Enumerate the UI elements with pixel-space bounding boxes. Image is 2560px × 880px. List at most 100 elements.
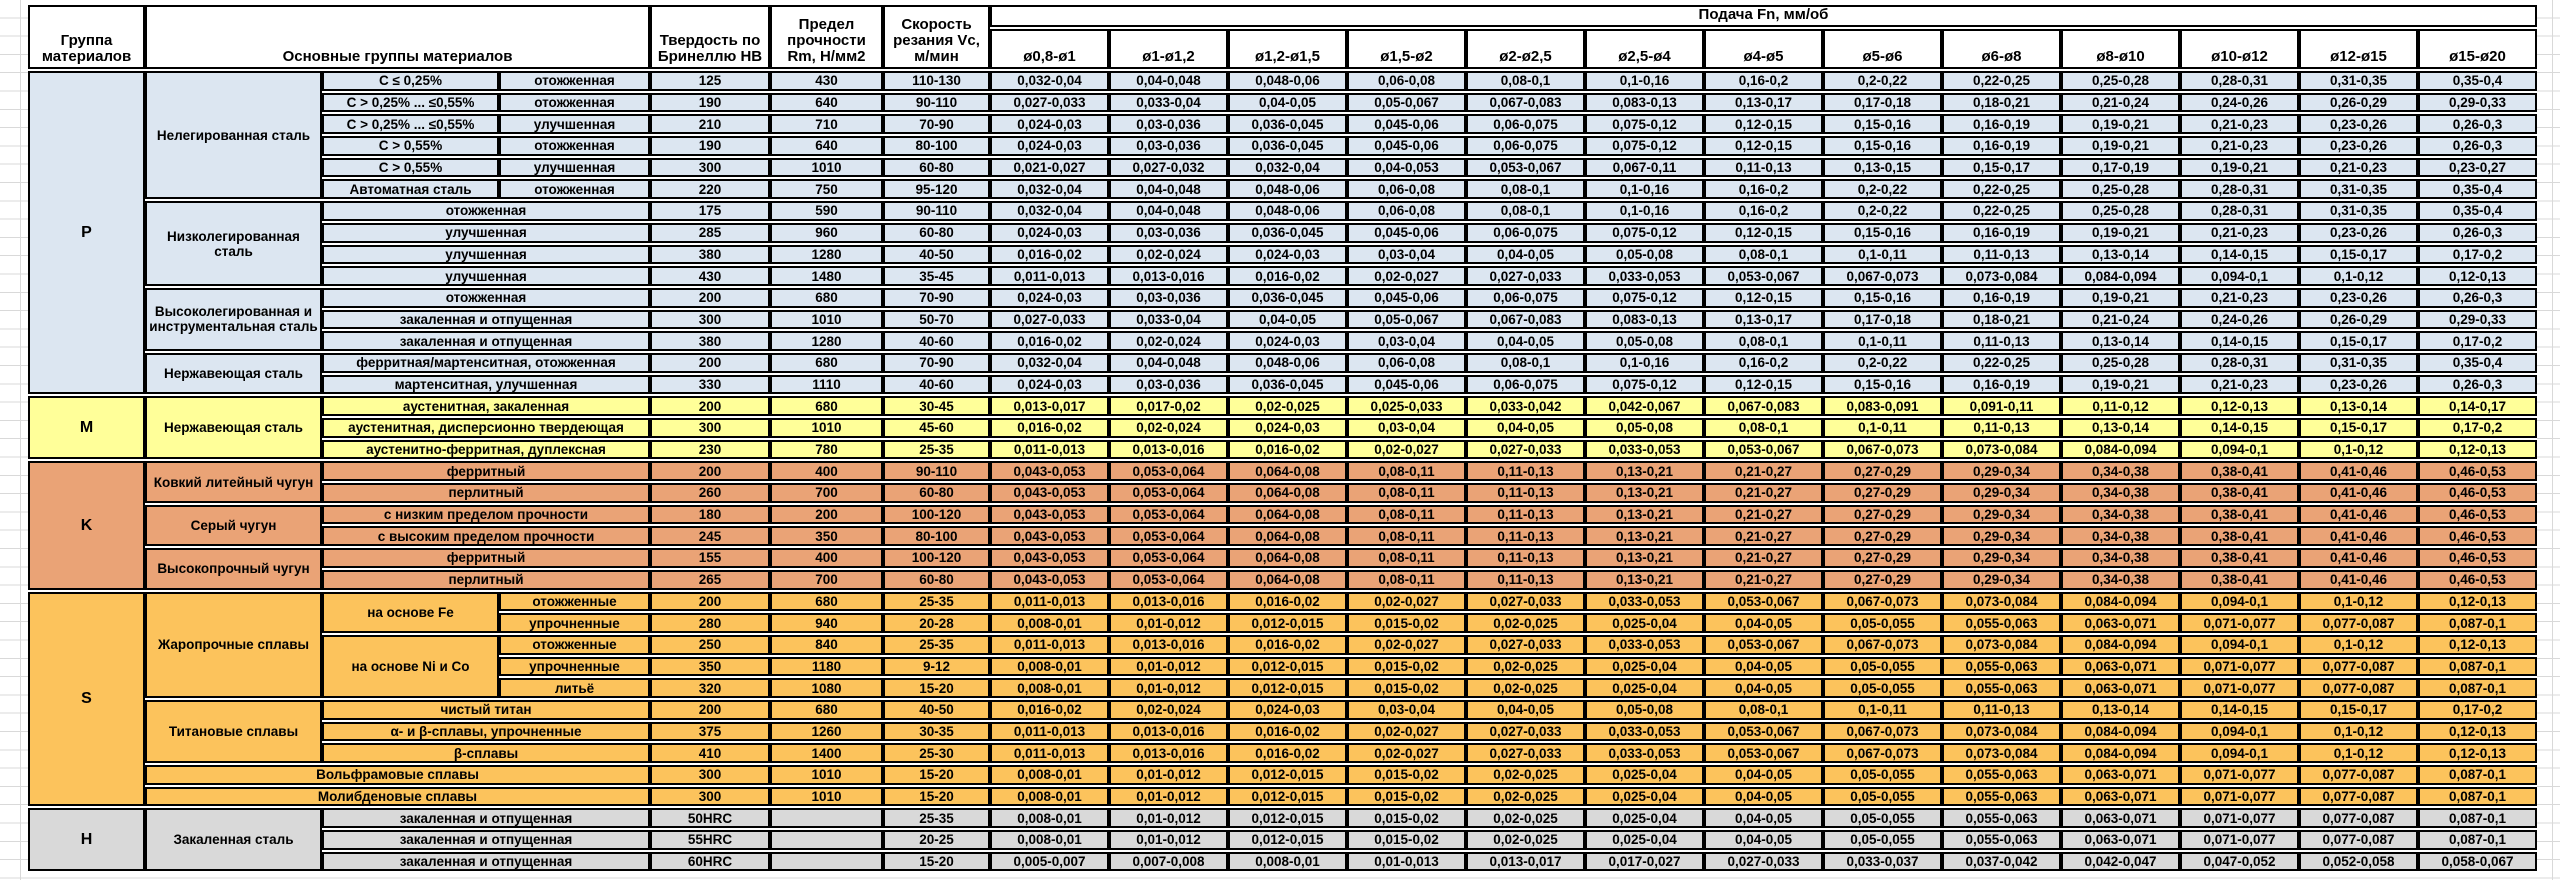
feed-cell[interactable]: 0,1-0,12 bbox=[2299, 266, 2418, 286]
feed-cell[interactable]: 0,14-0,15 bbox=[2180, 244, 2299, 265]
vc-cell[interactable]: 9-12 bbox=[883, 656, 990, 677]
feed-cell[interactable]: 0,28-0,31 bbox=[2180, 179, 2299, 200]
feed-cell[interactable]: 0,007-0,008 bbox=[1109, 851, 1228, 872]
feed-cell[interactable]: 0,025-0,04 bbox=[1585, 765, 1704, 785]
vc-cell[interactable]: 100-120 bbox=[883, 548, 990, 568]
vc-cell[interactable]: 20-28 bbox=[883, 613, 990, 633]
feed-cell[interactable]: 0,084-0,094 bbox=[2061, 439, 2180, 460]
feed-cell[interactable]: 0,12-0,15 bbox=[1704, 114, 1823, 135]
vc-cell[interactable]: 100-120 bbox=[883, 504, 990, 525]
feed-cell[interactable]: 0,094-0,1 bbox=[2180, 439, 2299, 460]
condition[interactable]: α- и β-сплавы, упрочненные bbox=[322, 721, 650, 742]
feed-cell[interactable]: 0,03-0,036 bbox=[1109, 114, 1228, 135]
feed-cell[interactable]: 0,1-0,12 bbox=[2299, 439, 2418, 460]
feed-cell[interactable]: 0,075-0,12 bbox=[1585, 136, 1704, 156]
rm-cell[interactable]: 640 bbox=[770, 92, 883, 113]
feed-cell[interactable]: 0,11-0,13 bbox=[1942, 418, 2061, 438]
vc-cell[interactable]: 20-25 bbox=[883, 830, 990, 850]
material-group[interactable]: Нелегированная сталь bbox=[145, 71, 322, 200]
material-group[interactable]: Жаропрочные сплавы bbox=[145, 591, 322, 698]
feed-cell[interactable]: 0,21-0,23 bbox=[2299, 157, 2418, 178]
feed-cell[interactable]: 0,04-0,05 bbox=[1704, 765, 1823, 785]
rm-cell[interactable]: 700 bbox=[770, 569, 883, 590]
feed-cell[interactable]: 0,41-0,46 bbox=[2299, 504, 2418, 525]
feed-cell[interactable]: 0,2-0,22 bbox=[1823, 71, 1942, 91]
hb-cell[interactable]: 265 bbox=[650, 569, 770, 590]
feed-cell[interactable]: 0,013-0,017 bbox=[1466, 851, 1585, 872]
feed-cell[interactable]: 0,15-0,16 bbox=[1823, 136, 1942, 156]
feed-cell[interactable]: 0,04-0,048 bbox=[1109, 201, 1228, 221]
vc-cell[interactable]: 110-130 bbox=[883, 71, 990, 91]
feed-cell[interactable]: 0,087-0,1 bbox=[2418, 765, 2537, 785]
hb-cell[interactable]: 180 bbox=[650, 504, 770, 525]
feed-cell[interactable]: 0,013-0,016 bbox=[1109, 266, 1228, 286]
vc-cell[interactable]: 25-35 bbox=[883, 591, 990, 612]
feed-cell[interactable]: 0,1-0,11 bbox=[1823, 699, 1942, 720]
vc-cell[interactable]: 90-110 bbox=[883, 461, 990, 482]
condition[interactable]: отожженная bbox=[322, 201, 650, 221]
group-letter[interactable]: H bbox=[28, 808, 145, 872]
feed-cell[interactable]: 0,11-0,13 bbox=[1466, 569, 1585, 590]
material-spec[interactable]: C > 0,25% ... ≤0,55% bbox=[322, 92, 499, 113]
feed-cell[interactable]: 0,043-0,053 bbox=[990, 548, 1109, 568]
condition[interactable]: улучшенная bbox=[322, 266, 650, 286]
feed-cell[interactable]: 0,26-0,3 bbox=[2418, 222, 2537, 243]
feed-cell[interactable]: 0,1-0,16 bbox=[1585, 71, 1704, 91]
feed-cell[interactable]: 0,05-0,067 bbox=[1347, 309, 1466, 330]
rm-cell[interactable]: 640 bbox=[770, 136, 883, 156]
feed-cell[interactable]: 0,027-0,033 bbox=[1466, 266, 1585, 286]
vc-cell[interactable]: 60-80 bbox=[883, 222, 990, 243]
feed-cell[interactable]: 0,012-0,015 bbox=[1228, 678, 1347, 698]
feed-cell[interactable]: 0,31-0,35 bbox=[2299, 352, 2418, 373]
feed-cell[interactable]: 0,083-0,091 bbox=[1823, 396, 1942, 416]
hb-cell[interactable]: 245 bbox=[650, 526, 770, 547]
feed-cell[interactable]: 0,04-0,05 bbox=[1466, 331, 1585, 351]
feed-cell[interactable]: 0,28-0,31 bbox=[2180, 352, 2299, 373]
feed-cell[interactable]: 0,024-0,03 bbox=[1228, 331, 1347, 351]
feed-cell[interactable]: 0,17-0,2 bbox=[2418, 699, 2537, 720]
feed-cell[interactable]: 0,087-0,1 bbox=[2418, 678, 2537, 698]
hb-cell[interactable]: 230 bbox=[650, 439, 770, 460]
feed-cell[interactable]: 0,23-0,26 bbox=[2299, 136, 2418, 156]
feed-cell[interactable]: 0,013-0,016 bbox=[1109, 439, 1228, 460]
feed-cell[interactable]: 0,071-0,077 bbox=[2180, 613, 2299, 633]
feed-cell[interactable]: 0,067-0,083 bbox=[1704, 396, 1823, 416]
feed-cell[interactable]: 0,15-0,16 bbox=[1823, 114, 1942, 135]
feed-cell[interactable]: 0,03-0,04 bbox=[1347, 699, 1466, 720]
feed-cell[interactable]: 0,047-0,052 bbox=[2180, 851, 2299, 872]
feed-cell[interactable]: 0,025-0,033 bbox=[1347, 396, 1466, 416]
feed-cell[interactable]: 0,27-0,29 bbox=[1823, 526, 1942, 547]
feed-cell[interactable]: 0,027-0,033 bbox=[1466, 721, 1585, 742]
feed-cell[interactable]: 0,027-0,033 bbox=[1466, 439, 1585, 460]
feed-cell[interactable]: 0,087-0,1 bbox=[2418, 808, 2537, 829]
feed-cell[interactable]: 0,25-0,28 bbox=[2061, 71, 2180, 91]
vc-cell[interactable]: 90-110 bbox=[883, 201, 990, 221]
feed-cell[interactable]: 0,024-0,03 bbox=[990, 287, 1109, 308]
condition[interactable]: отожженная bbox=[322, 287, 650, 308]
feed-cell[interactable]: 0,17-0,2 bbox=[2418, 244, 2537, 265]
feed-cell[interactable]: 0,063-0,071 bbox=[2061, 656, 2180, 677]
feed-cell[interactable]: 0,35-0,4 bbox=[2418, 179, 2537, 200]
condition[interactable]: аустенитная, закаленная bbox=[322, 396, 650, 416]
feed-cell[interactable]: 0,077-0,087 bbox=[2299, 786, 2418, 807]
feed-cell[interactable]: 0,045-0,06 bbox=[1347, 287, 1466, 308]
feed-cell[interactable]: 0,016-0,02 bbox=[1228, 634, 1347, 655]
feed-cell[interactable]: 0,26-0,3 bbox=[2418, 114, 2537, 135]
feed-cell[interactable]: 0,036-0,045 bbox=[1228, 136, 1347, 156]
feed-cell[interactable]: 0,032-0,04 bbox=[1228, 157, 1347, 178]
vc-cell[interactable]: 15-20 bbox=[883, 765, 990, 785]
feed-cell[interactable]: 0,043-0,053 bbox=[990, 461, 1109, 482]
feed-cell[interactable]: 0,013-0,016 bbox=[1109, 721, 1228, 742]
feed-cell[interactable]: 0,084-0,094 bbox=[2061, 721, 2180, 742]
feed-cell[interactable]: 0,032-0,04 bbox=[990, 71, 1109, 91]
feed-cell[interactable]: 0,087-0,1 bbox=[2418, 613, 2537, 633]
feed-cell[interactable]: 0,053-0,064 bbox=[1109, 526, 1228, 547]
feed-cell[interactable]: 0,06-0,075 bbox=[1466, 287, 1585, 308]
hb-cell[interactable]: 200 bbox=[650, 396, 770, 416]
feed-cell[interactable]: 0,12-0,15 bbox=[1704, 287, 1823, 308]
rm-cell[interactable]: 1080 bbox=[770, 678, 883, 698]
vc-cell[interactable]: 60-80 bbox=[883, 569, 990, 590]
hb-cell[interactable]: 320 bbox=[650, 678, 770, 698]
feed-cell[interactable]: 0,067-0,083 bbox=[1466, 309, 1585, 330]
feed-cell[interactable]: 0,052-0,058 bbox=[2299, 851, 2418, 872]
